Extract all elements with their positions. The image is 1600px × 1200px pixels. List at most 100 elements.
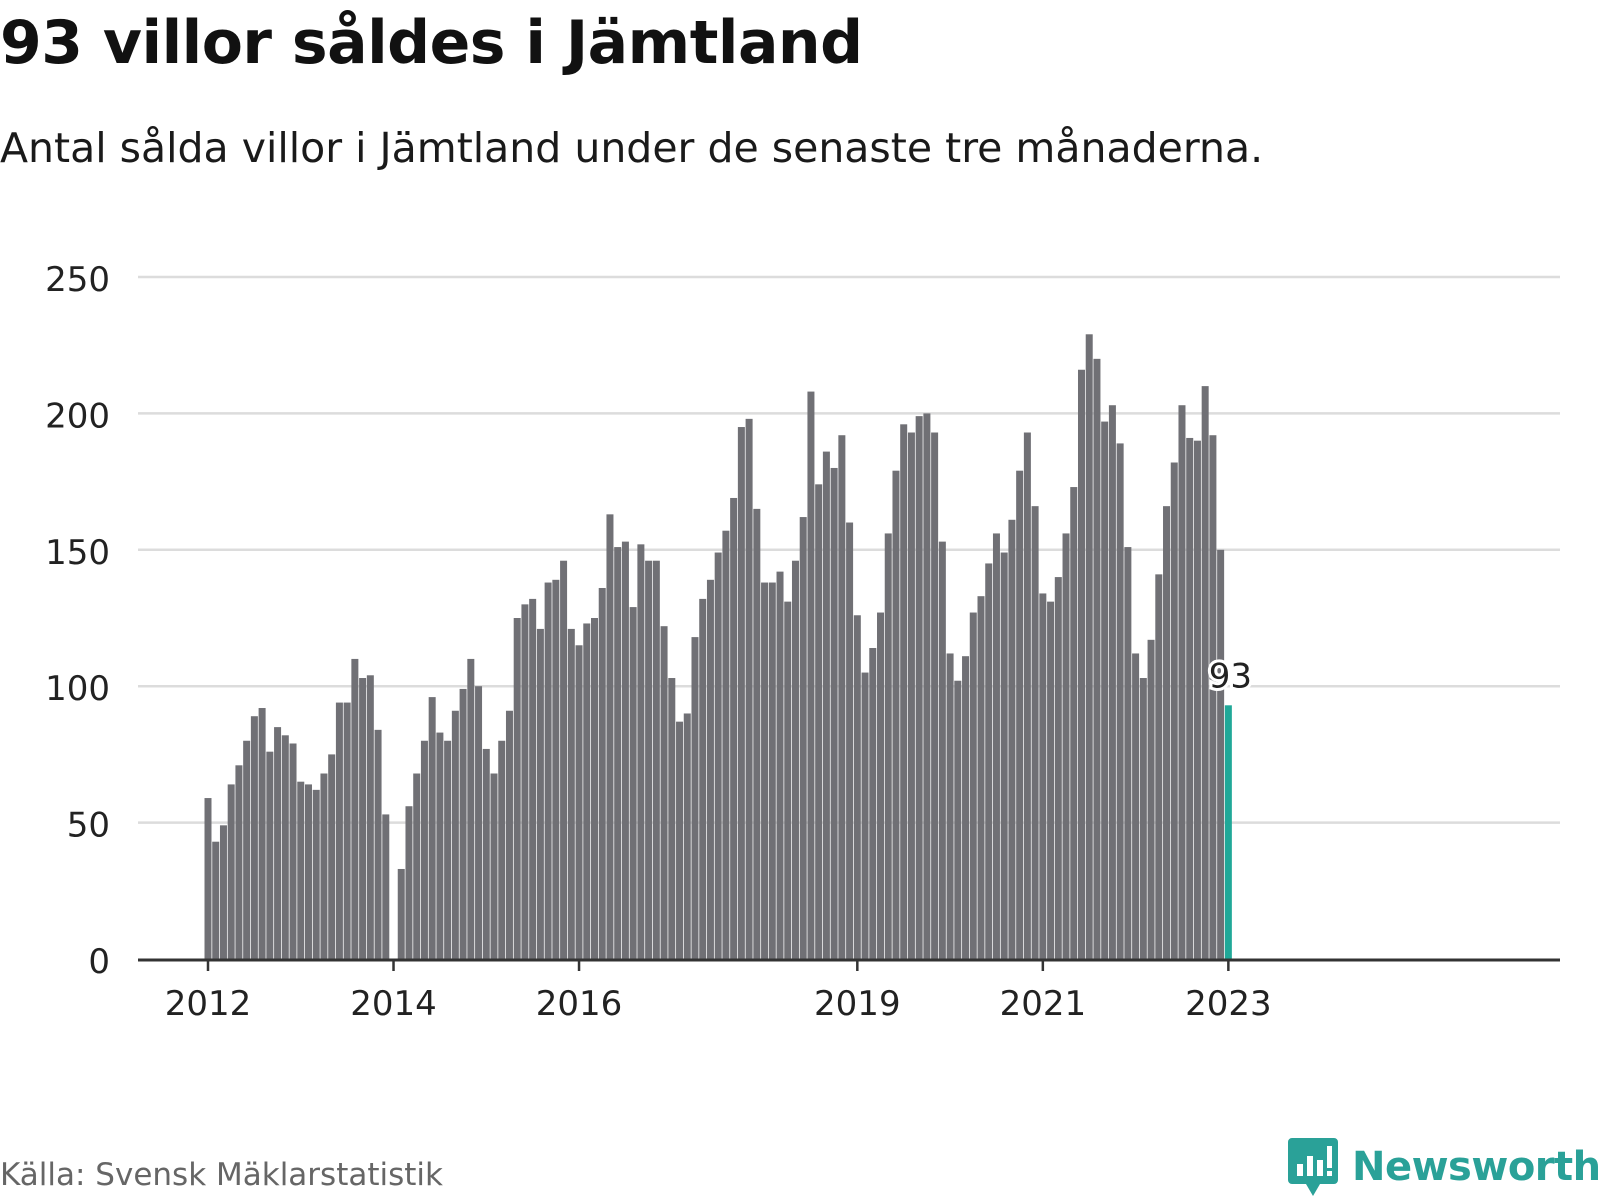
bar — [312, 789, 320, 959]
brand-logo: Newsworthy — [1288, 1138, 1600, 1196]
bar — [1016, 470, 1024, 959]
bar — [204, 798, 212, 959]
bar — [1077, 369, 1085, 959]
bar — [583, 623, 591, 959]
bar — [258, 708, 266, 959]
bar — [219, 825, 227, 959]
bar — [737, 427, 745, 959]
bar — [289, 743, 297, 959]
bar — [536, 628, 544, 959]
bar — [676, 721, 684, 959]
bar — [869, 648, 877, 959]
bar — [328, 754, 336, 959]
bar — [513, 618, 521, 959]
bar — [459, 688, 467, 959]
bar — [668, 678, 676, 959]
bar — [1147, 639, 1155, 959]
bar — [1054, 577, 1062, 959]
bar — [1139, 678, 1147, 959]
bar — [235, 765, 243, 959]
bar — [575, 645, 583, 959]
bar — [1163, 506, 1171, 959]
bar — [745, 418, 753, 959]
bar — [266, 751, 274, 959]
x-tick-label: 2023 — [1185, 984, 1272, 1024]
bar — [761, 582, 769, 959]
bar — [853, 615, 861, 959]
bar — [637, 544, 645, 959]
bar — [467, 658, 475, 959]
bar — [405, 806, 413, 959]
bar — [1116, 443, 1124, 959]
bar — [722, 530, 730, 959]
bar — [529, 598, 537, 959]
bar — [985, 563, 993, 959]
bar — [490, 773, 498, 959]
bar — [706, 579, 714, 959]
bar — [227, 784, 235, 959]
bar — [1186, 437, 1194, 959]
bar — [884, 533, 892, 959]
bar — [1062, 533, 1070, 959]
bar — [892, 470, 900, 959]
bar — [598, 587, 606, 959]
x-tick-label: 2014 — [350, 984, 437, 1024]
bar — [1101, 421, 1109, 959]
y-tick-label: 50 — [67, 806, 110, 846]
bar — [621, 541, 629, 959]
bar — [560, 560, 568, 959]
bar — [475, 686, 483, 959]
bar — [977, 596, 985, 959]
bar — [343, 702, 351, 959]
bar — [304, 784, 312, 959]
bar — [1124, 547, 1132, 959]
bar — [1070, 487, 1078, 959]
bar — [846, 522, 854, 959]
highlight-data-label: 93 — [1209, 656, 1252, 696]
bar — [552, 579, 560, 959]
bar — [1155, 574, 1163, 959]
bar — [606, 514, 614, 959]
bar — [699, 598, 707, 959]
bar — [691, 637, 699, 959]
y-tick-label: 150 — [45, 533, 110, 573]
y-tick-label: 200 — [45, 396, 110, 436]
bar — [830, 467, 838, 959]
bar — [1201, 386, 1209, 959]
bar — [359, 678, 367, 959]
bar — [683, 713, 691, 959]
bar — [1209, 435, 1217, 960]
bar — [1008, 519, 1016, 959]
bar — [660, 626, 668, 959]
bar-chart: 0 50 100 150 200 250 93 2012 2014 2016 2019 2021 202… — [45, 260, 1560, 1024]
x-tick-label: 2021 — [1000, 984, 1087, 1024]
bar — [1193, 440, 1201, 959]
x-tick-label: 2016 — [536, 984, 623, 1024]
source-credit: Källa: Svensk Mäklarstatistik — [0, 1157, 443, 1193]
bar — [815, 484, 823, 959]
bar — [730, 497, 738, 959]
bar — [714, 552, 722, 959]
bar — [281, 735, 289, 959]
bar — [1217, 549, 1225, 959]
bar — [436, 732, 444, 959]
bar — [274, 727, 282, 959]
bar — [413, 773, 421, 959]
bar — [420, 740, 428, 959]
bar — [838, 435, 846, 960]
bar — [382, 814, 390, 959]
brand-name: Newsworthy — [1352, 1144, 1600, 1190]
bar — [900, 424, 908, 959]
bar — [645, 560, 653, 959]
bar — [320, 773, 328, 959]
bar — [351, 658, 359, 959]
x-tick-label: 2019 — [814, 984, 901, 1024]
bar — [482, 748, 490, 959]
x-tick-label: 2012 — [165, 984, 252, 1024]
bar — [1170, 462, 1178, 959]
bar-chart-speech-bubble-icon — [1288, 1138, 1338, 1196]
bar — [652, 560, 660, 959]
bar — [498, 740, 506, 959]
bar — [1085, 334, 1093, 959]
bar — [544, 582, 552, 959]
